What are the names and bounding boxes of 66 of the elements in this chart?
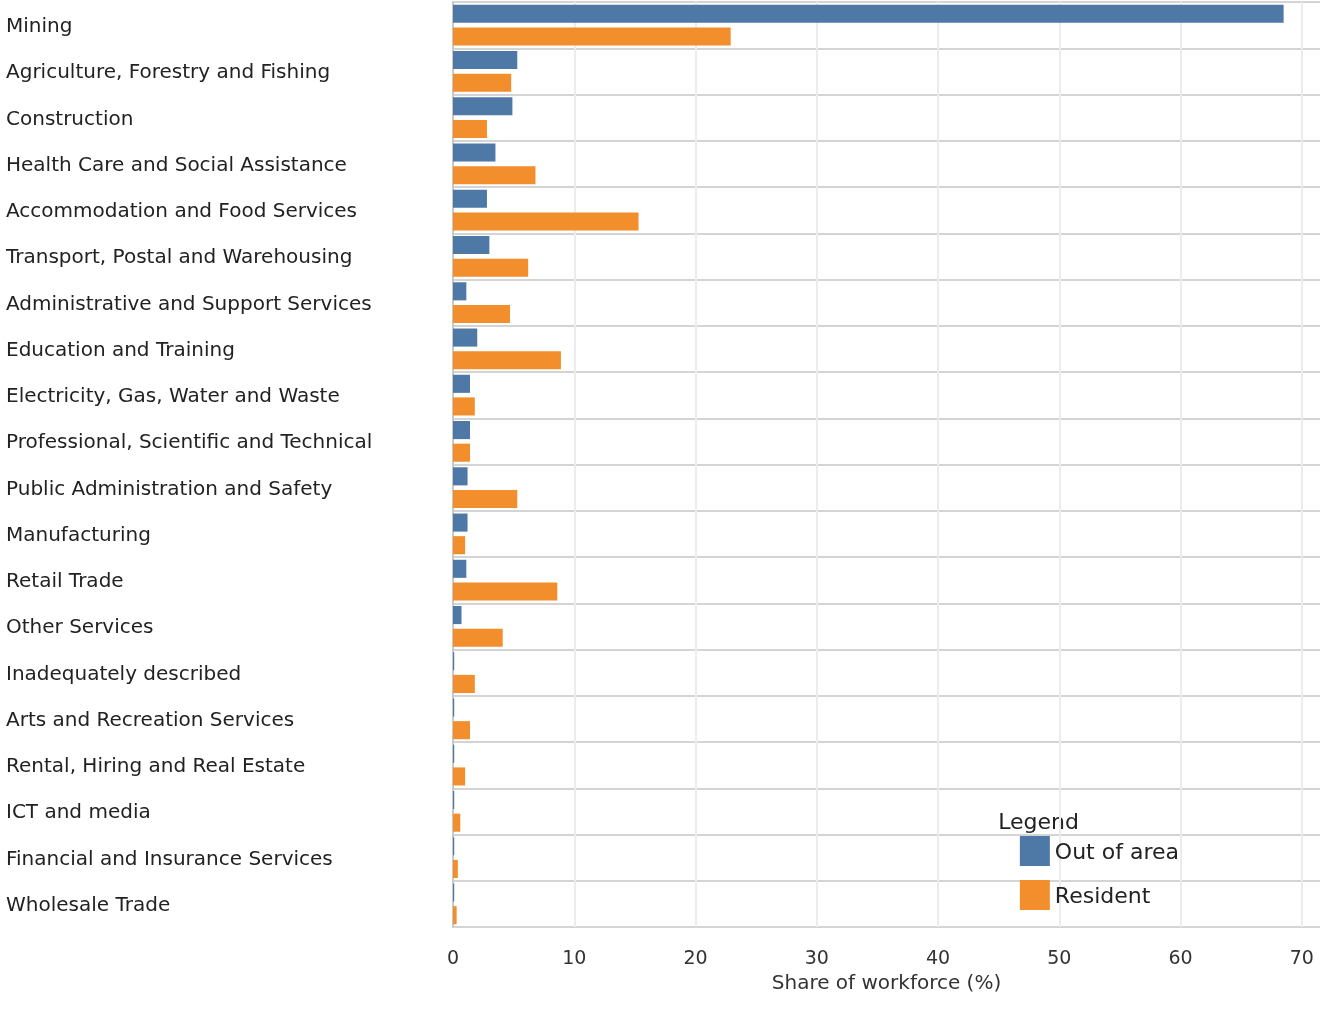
bar xyxy=(453,421,470,440)
bar xyxy=(453,536,466,555)
y-tick-label: Electricity, Gas, Water and Waste xyxy=(6,383,340,408)
bar xyxy=(453,767,466,786)
y-tick-label: Transport, Postal and Warehousing xyxy=(5,244,353,269)
y-tick-label: Mining xyxy=(6,13,73,38)
bar xyxy=(453,258,529,277)
y-tick-label: Agriculture, Forestry and Fishing xyxy=(6,59,331,84)
x-tick-label: 10 xyxy=(562,945,587,968)
y-tick-label: Professional, Scientific and Technical xyxy=(6,429,373,454)
bar xyxy=(453,582,558,601)
bar xyxy=(453,282,467,301)
x-tick-label: 50 xyxy=(1047,945,1072,968)
y-tick-label: Accommodation and Food Services xyxy=(6,198,358,223)
bar xyxy=(453,97,513,116)
x-tick-label: 20 xyxy=(683,945,708,968)
bar xyxy=(453,674,475,693)
bar xyxy=(453,606,462,625)
bar xyxy=(453,628,503,647)
y-tick-label: Manufacturing xyxy=(6,521,151,546)
y-tick-label: ICT and media xyxy=(6,799,151,824)
y-tick-label: Public Administration and Safety xyxy=(6,475,333,500)
bar xyxy=(453,813,461,832)
bar xyxy=(453,236,490,255)
y-tick-label: Health Care and Social Assistance xyxy=(6,151,347,176)
bar xyxy=(453,489,518,508)
x-tick-label: 30 xyxy=(804,945,829,968)
y-tick-label: Wholesale Trade xyxy=(6,891,171,916)
y-tick-label: Arts and Recreation Services xyxy=(6,706,295,731)
legend-label: Resident xyxy=(1054,882,1151,908)
x-axis-title: Share of workforce (%) xyxy=(771,970,1002,994)
y-tick-label: Administrative and Support Services xyxy=(6,290,372,315)
bar xyxy=(453,721,470,740)
bar xyxy=(453,212,639,231)
bar xyxy=(453,143,496,162)
bar xyxy=(453,374,470,393)
x-tick-label: 40 xyxy=(925,945,951,968)
y-tick-label: Construction xyxy=(6,105,134,130)
bar xyxy=(453,397,475,416)
bar xyxy=(453,906,457,925)
y-tick-label: Inadequately described xyxy=(6,660,242,685)
y-tick-label: Education and Training xyxy=(6,336,235,361)
bar xyxy=(453,467,468,486)
legend-title: Legend xyxy=(998,808,1080,834)
bar xyxy=(453,189,487,208)
bar xyxy=(453,443,470,462)
bar xyxy=(453,513,468,532)
x-tick-label: 60 xyxy=(1168,945,1193,968)
y-tick-label: Rental, Hiring and Real Estate xyxy=(6,753,306,778)
bar xyxy=(453,166,536,185)
bar xyxy=(453,4,1284,23)
bar xyxy=(453,859,458,878)
bar xyxy=(453,559,467,578)
x-tick-label: 70 xyxy=(1289,945,1314,968)
bar xyxy=(453,351,561,370)
y-tick-label: Retail Trade xyxy=(6,568,124,593)
bar xyxy=(453,328,478,347)
y-tick-label: Financial and Insurance Services xyxy=(6,845,333,870)
x-tick-label: 0 xyxy=(446,945,460,968)
bar xyxy=(453,27,731,46)
y-tick-label: Other Services xyxy=(6,614,154,639)
bar xyxy=(453,73,512,92)
bar xyxy=(453,304,510,323)
legend-label: Out of area xyxy=(1054,838,1179,864)
bar xyxy=(453,51,518,70)
bar xyxy=(453,119,487,138)
